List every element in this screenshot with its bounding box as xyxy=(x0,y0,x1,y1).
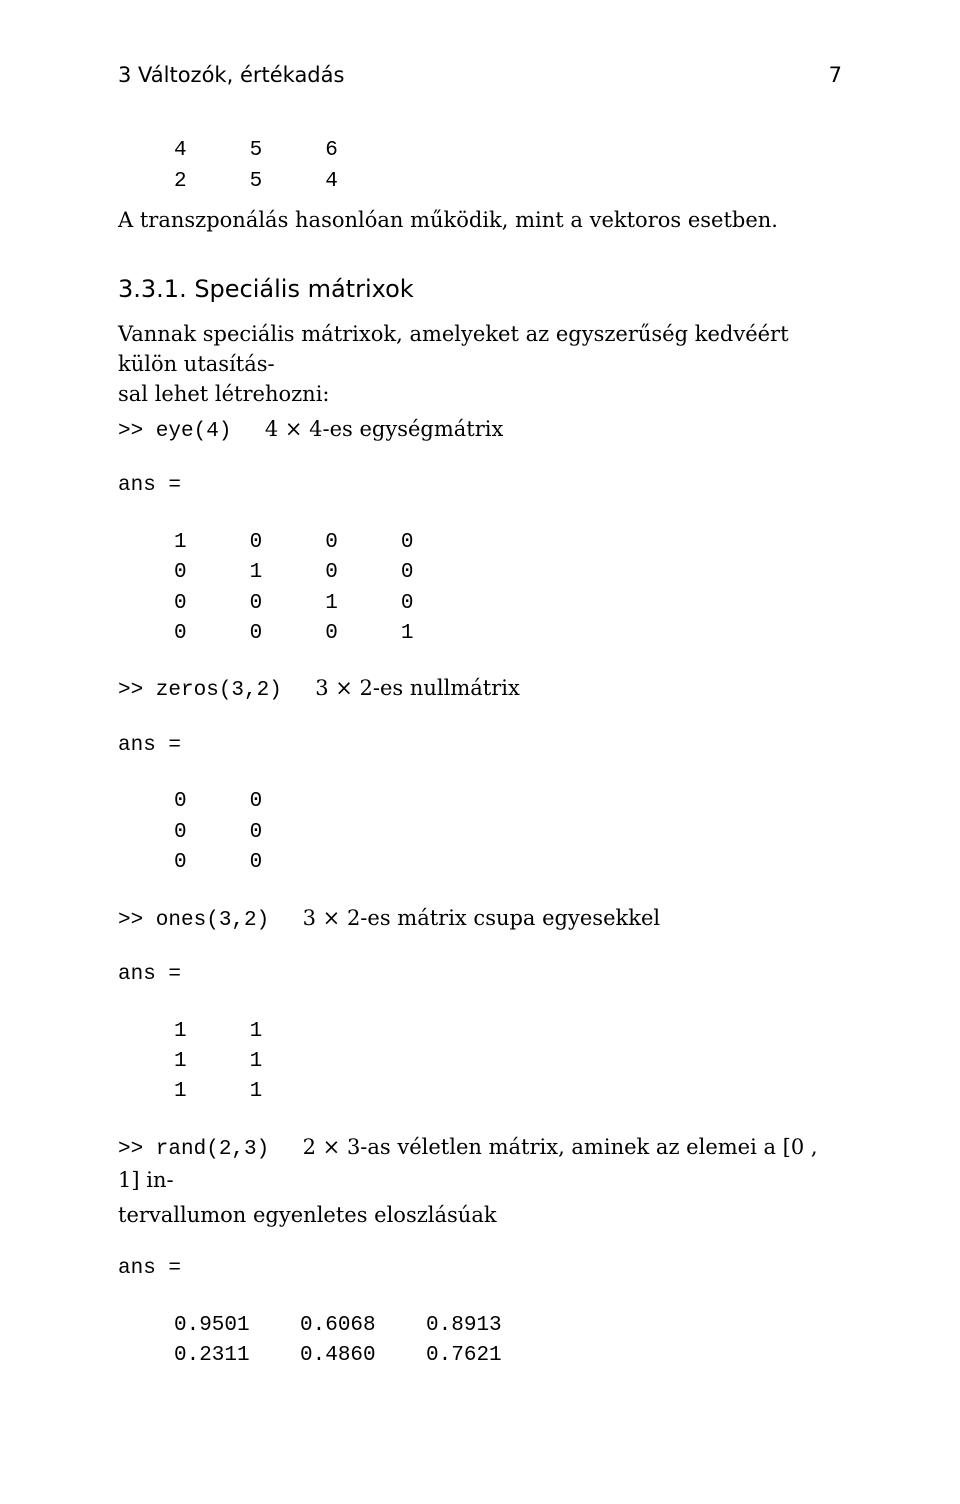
matrix-output-zeros: 0 0 0 0 0 0 xyxy=(174,787,842,878)
page: 3 Változók, értékadás 7 4 5 6 2 5 4 A tr… xyxy=(0,0,960,1504)
header-page-number: 7 xyxy=(829,60,842,90)
matrix-output-rand: 0.9501 0.6068 0.8913 0.2311 0.4860 0.762… xyxy=(174,1311,842,1372)
cmd-rand-line: >> rand(2,3) 2 × 3-as véletlen mátrix, a… xyxy=(118,1132,842,1196)
paragraph-intro: Vannak speciális mátrixok, amelyeket az … xyxy=(118,319,842,410)
ans-label-1: ans = xyxy=(118,471,842,501)
ans-label-2: ans = xyxy=(118,731,842,761)
cmd-eye-line: >> eye(4) 4 × 4-es egységmátrix xyxy=(118,414,842,447)
matrix-output-eye: 1 0 0 0 0 1 0 0 0 0 1 0 0 0 0 1 xyxy=(174,528,842,650)
cmd-eye-comment: 4 × 4-es egységmátrix xyxy=(265,417,504,441)
cmd-ones-line: >> ones(3,2) 3 × 2-es mátrix csupa egyes… xyxy=(118,903,842,936)
cmd-rand: >> rand(2,3) xyxy=(118,1138,269,1161)
cmd-ones-comment: 3 × 2-es mátrix csupa egyesekkel xyxy=(303,906,660,930)
ans-label-4: ans = xyxy=(118,1254,842,1284)
header-section-title: 3 Változók, értékadás xyxy=(118,60,344,90)
ans-label-3: ans = xyxy=(118,960,842,990)
cmd-zeros: >> zeros(3,2) xyxy=(118,679,282,702)
page-header: 3 Változók, értékadás 7 xyxy=(118,60,842,90)
matrix-output-top: 4 5 6 2 5 4 xyxy=(174,136,842,197)
cmd-eye: >> eye(4) xyxy=(118,420,231,443)
intro-line-1: Vannak speciális mátrixok, amelyeket az … xyxy=(118,322,789,376)
paragraph-transpose: A transzponálás hasonlóan működik, mint … xyxy=(118,205,842,235)
cmd-rand-comment-b: tervallumon egyenletes eloszlásúak xyxy=(118,1200,842,1230)
intro-line-2: sal lehet létrehozni: xyxy=(118,382,330,406)
cmd-zeros-line: >> zeros(3,2) 3 × 2-es nullmátrix xyxy=(118,673,842,706)
cmd-zeros-comment: 3 × 2-es nullmátrix xyxy=(315,676,520,700)
matrix-output-ones: 1 1 1 1 1 1 xyxy=(174,1017,842,1108)
cmd-ones: >> ones(3,2) xyxy=(118,909,269,932)
section-heading: 3.3.1. Speciális mátrixok xyxy=(118,272,842,307)
